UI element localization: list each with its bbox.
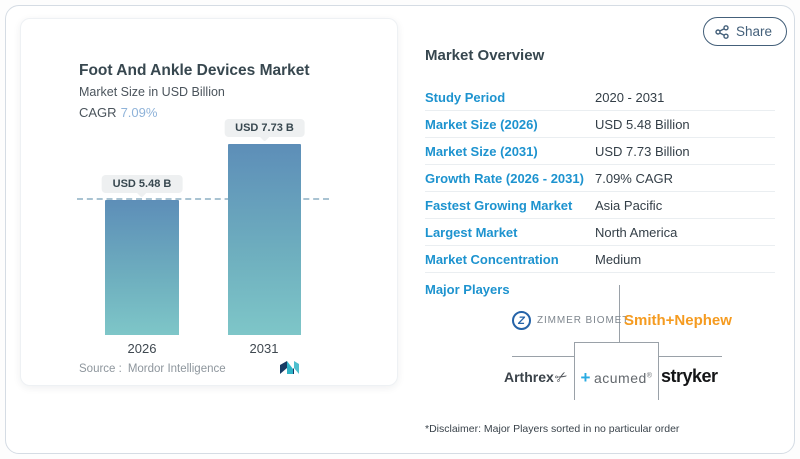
row-value: USD 5.48 Billion <box>595 116 690 132</box>
bar-chart: USD 5.48 B USD 7.73 B <box>77 119 339 335</box>
row-label: Fastest Growing Market <box>425 197 573 213</box>
acumed-plus-icon: + <box>580 368 591 387</box>
overview-heading: Market Overview <box>425 47 545 64</box>
players-divider-vertical <box>619 285 620 342</box>
source-value: Mordor Intelligence <box>127 363 226 375</box>
value-label-2031: USD 7.73 B <box>224 119 305 137</box>
row-value: Medium <box>595 251 642 267</box>
row-label: Market Size (2031) <box>425 143 538 159</box>
table-row: Largest Market North America <box>425 219 775 246</box>
share-button-label: Share <box>736 24 773 39</box>
acumed-wordmark: acumed <box>593 370 647 386</box>
zimmer-biomet-logo: Z ZIMMER BIOMET <box>512 311 629 330</box>
players-divider-horizontal-left <box>512 356 574 357</box>
chart-title: Foot And Ankle Devices Market <box>79 62 310 79</box>
registered-mark: ® <box>646 372 653 380</box>
stryker-logo: stryker <box>661 366 718 386</box>
reference-dashed-line <box>77 198 329 200</box>
row-value: North America <box>595 224 678 240</box>
table-row: Study Period 2020 - 2031 <box>425 84 775 111</box>
source-label: Source : <box>79 363 122 375</box>
share-icon <box>715 24 729 39</box>
acumed-logo: + acumed® <box>574 368 659 388</box>
bar-2026 <box>105 200 179 335</box>
table-row: Market Concentration Medium <box>425 246 775 273</box>
market-chart-card: Foot And Ankle Devices Market Market Siz… <box>20 18 398 386</box>
row-value: USD 7.73 Billion <box>595 143 690 159</box>
mordor-intelligence-logo-icon <box>279 360 301 380</box>
cagr-value: 7.09% <box>120 105 158 120</box>
share-button[interactable]: Share <box>703 17 788 46</box>
zimmer-z-icon: Z <box>512 311 531 330</box>
row-label: Largest Market <box>425 224 518 240</box>
bar-2031 <box>228 144 301 335</box>
cagr-line: CAGR 7.09% <box>79 105 157 120</box>
arthrex-wordmark: Arthrex <box>504 369 554 385</box>
row-label: Market Concentration <box>425 251 559 267</box>
x-tick-2026: 2026 <box>127 341 157 356</box>
table-row: Growth Rate (2026 - 2031) 7.09% CAGR <box>425 165 775 192</box>
row-label: Market Size (2026) <box>425 116 538 132</box>
chart-subtitle: Market Size in USD Billion <box>79 85 225 99</box>
row-label: Growth Rate (2026 - 2031) <box>425 170 584 186</box>
table-row: Market Size (2026) USD 5.48 Billion <box>425 111 775 138</box>
players-divider-horizontal-right <box>659 356 722 357</box>
major-players-label: Major Players <box>425 282 510 297</box>
row-label: Study Period <box>425 89 506 105</box>
cagr-label: CAGR <box>79 105 117 120</box>
table-row: Market Size (2031) USD 7.73 Billion <box>425 138 775 165</box>
row-value: Asia Pacific <box>595 197 663 213</box>
x-tick-2031: 2031 <box>249 341 279 356</box>
players-divider-box <box>574 342 659 400</box>
overview-table: Study Period 2020 - 2031 Market Size (20… <box>425 84 775 273</box>
row-value: 2020 - 2031 <box>595 89 665 105</box>
smith-nephew-logo: Smith+Nephew <box>624 312 732 329</box>
table-row: Fastest Growing Market Asia Pacific <box>425 192 775 219</box>
zimmer-biomet-wordmark: ZIMMER BIOMET <box>537 315 630 326</box>
row-value: 7.09% CAGR <box>595 170 674 186</box>
value-label-2026: USD 5.48 B <box>101 175 183 193</box>
disclaimer-text: *Disclaimer: Major Players sorted in no … <box>425 423 680 435</box>
arthrex-logo: Arthrex✂ <box>504 367 571 388</box>
source-line: Source : Mordor Intelligence <box>79 363 226 375</box>
